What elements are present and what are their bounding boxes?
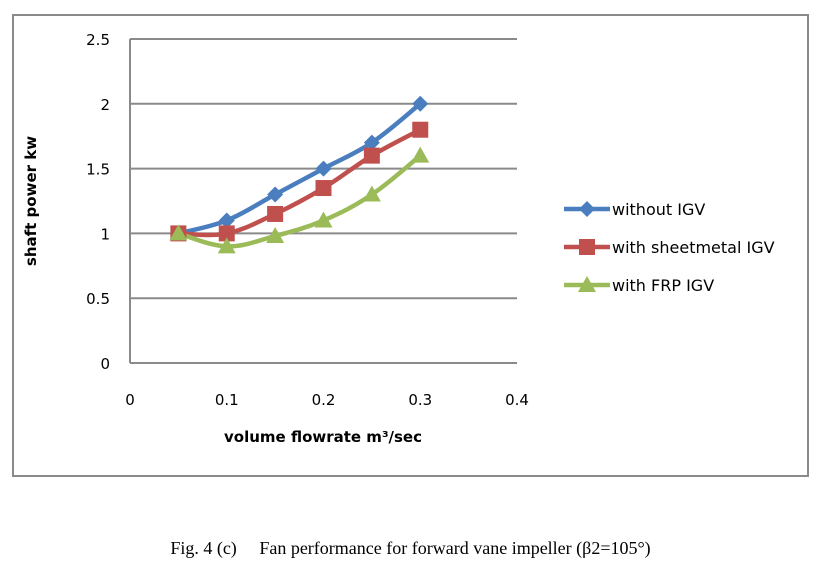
data-point-triangle <box>411 146 430 163</box>
data-point-triangle <box>169 224 188 241</box>
legend-marker-square <box>579 239 595 255</box>
data-point-diamond <box>363 134 380 151</box>
figure-caption: Fig. 4 (c) Fan performance for forward v… <box>0 538 821 559</box>
caption-label: Fig. 4 (c) <box>170 538 237 558</box>
data-point-square <box>363 147 380 164</box>
caption-text: Fan performance for forward vane impelle… <box>259 538 651 558</box>
x-tick-label: 0.4 <box>505 391 529 409</box>
x-tick-label: 0.3 <box>408 391 432 409</box>
data-point-diamond <box>267 186 284 203</box>
y-tick-label: 0.5 <box>86 290 110 308</box>
data-point-square <box>412 121 429 138</box>
y-tick-labels: 0 0.5 1 1.5 2 2.5 <box>86 31 110 373</box>
data-point-diamond <box>412 95 429 112</box>
y-tick-label: 1 <box>100 225 110 243</box>
data-point-diamond <box>315 160 332 177</box>
legend: without IGV with sheetmetal IGV with FRP I… <box>564 200 775 295</box>
y-tick-label: 2.5 <box>86 31 110 49</box>
axes <box>129 39 517 364</box>
legend-marker-triangle <box>578 276 596 292</box>
series <box>169 95 430 254</box>
x-tick-labels: 0 0.1 0.2 0.3 0.4 <box>125 391 529 409</box>
legend-label: with sheetmetal IGV <box>612 238 775 257</box>
data-point-triangle <box>362 185 381 202</box>
x-tick-label: 0.2 <box>312 391 336 409</box>
y-tick-label: 0 <box>100 355 110 373</box>
x-tick-label: 0.1 <box>215 391 239 409</box>
x-tick-label: 0 <box>125 391 135 409</box>
y-tick-label: 1.5 <box>86 161 110 179</box>
y-axis-title: shaft power kw <box>22 136 40 266</box>
chart-frame <box>12 14 809 477</box>
data-point-square <box>315 180 332 197</box>
line-chart: 00.511.522.5 0 0.1 0.2 0.3 0.4 without IGVwi… <box>22 31 775 446</box>
data-point-triangle <box>266 226 285 243</box>
legend-label: without IGV <box>612 200 705 219</box>
data-point-square <box>267 205 284 222</box>
y-tick-label: 2 <box>100 96 110 114</box>
data-point-square <box>218 225 235 242</box>
data-point-diamond <box>218 212 235 229</box>
x-axis-title: volume flowrate m³/sec <box>224 428 422 446</box>
legend-label: with FRP IGV <box>612 276 714 295</box>
data-point-triangle <box>217 237 236 254</box>
legend-marker-diamond <box>579 201 595 217</box>
data-point-triangle <box>314 211 333 228</box>
